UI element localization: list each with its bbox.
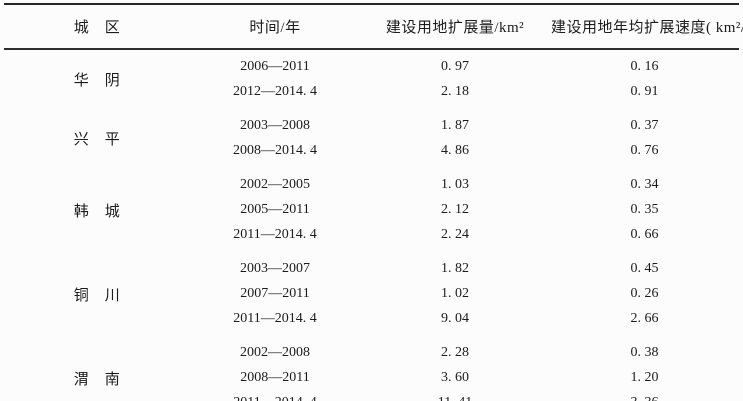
- amount-cell: 9. 04: [441, 311, 469, 326]
- amount-cell: 3. 60: [441, 370, 469, 385]
- period-cell: 2005—2011: [240, 202, 310, 217]
- period-cell: 2006—2011: [240, 59, 310, 74]
- amount-cell: 2. 18: [441, 84, 469, 99]
- header-row: 城 区 时间/年 建设用地扩展量/km² 建设用地年均扩展速度( km²/年): [4, 4, 743, 50]
- data-row: 2012—2014. 4 2. 18 0. 91: [4, 79, 739, 109]
- period-cell: 2008—2014. 4: [233, 143, 317, 158]
- rate-cell: 0. 66: [630, 227, 659, 242]
- amount-cell: 4. 86: [441, 143, 469, 158]
- data-row: 华 阴 2006—2011 0. 97 0. 16: [4, 49, 739, 89]
- data-row: 2011—2014. 411. 413. 36: [4, 390, 739, 401]
- city-cell: 铜 川: [73, 287, 121, 304]
- data-row: 2008—2011 3. 60 1. 20: [4, 365, 739, 390]
- land-expansion-table: 城 区 时间/年 建设用地扩展量/km² 建设用地年均扩展速度( km²/年) …: [4, 3, 743, 401]
- rate-cell: 0. 35: [630, 202, 659, 217]
- data-row: 2011—2014. 4 9. 04 2. 66: [4, 306, 739, 336]
- amount-cell: 2. 24: [441, 227, 469, 242]
- period-cell: 2002—2005: [240, 177, 310, 192]
- rate-cell: 2. 66: [630, 311, 659, 326]
- col-header-expansion-rate: 建设用地年均扩展速度( km²/年): [550, 4, 743, 50]
- period-cell: 2003—2007: [240, 261, 310, 276]
- data-row: 2008—2014. 4 4. 86 0. 76: [4, 138, 739, 168]
- amount-cell: 2. 12: [441, 202, 469, 217]
- col-header-period: 时间/年: [190, 4, 360, 50]
- amount-cell: 1. 03: [441, 177, 469, 192]
- amount-cell: 11. 41: [360, 390, 550, 401]
- rate-cell: 0. 91: [630, 84, 659, 99]
- rate-cell: 0. 26: [630, 286, 659, 301]
- rate-cell: 0. 38: [630, 345, 659, 360]
- period-cell: 2008—2011: [240, 370, 310, 385]
- data-row: 铜 川 2003—2007 1. 82 0. 45: [4, 252, 739, 304]
- data-row: 2007—2011 1. 02 0. 26: [4, 281, 739, 306]
- amount-cell: 0. 97: [441, 59, 469, 74]
- rate-cell: 0. 37: [630, 118, 659, 133]
- period-cell: 2011—2014. 4: [233, 227, 317, 242]
- period-cell: 2012—2014. 4: [233, 84, 317, 99]
- period-cell: 2003—2008: [240, 118, 310, 133]
- data-row: 2005—2011 2. 12 0. 35: [4, 197, 739, 222]
- rate-cell: 0. 34: [630, 177, 659, 192]
- data-row: 兴 平 2003—2008 1. 87 0. 37: [4, 109, 739, 148]
- amount-cell: 2. 28: [441, 345, 469, 360]
- rate-cell: 0. 45: [630, 261, 659, 276]
- period-cell: 2002—2008: [240, 345, 310, 360]
- data-row: 2011—2014. 4 2. 24 0. 66: [4, 222, 739, 252]
- period-cell: 2011—2014. 4: [233, 311, 317, 326]
- data-row: 渭 南 2002—2008 2. 28 0. 38: [4, 336, 739, 388]
- amount-cell: 1. 87: [441, 118, 469, 133]
- rate-cell: 0. 16: [630, 59, 659, 74]
- col-header-expansion-amount: 建设用地扩展量/km²: [360, 4, 550, 50]
- table-body: 华 阴 2006—2011 0. 97 0. 16 2012—2014. 4 2. 18 0…: [4, 49, 739, 401]
- city-cell: 华 阴: [73, 73, 121, 89]
- amount-cell: 1. 02: [441, 286, 469, 301]
- rate-cell: 3. 36: [550, 390, 739, 401]
- table-header: 城 区 时间/年 建设用地扩展量/km² 建设用地年均扩展速度( km²/年): [4, 4, 743, 50]
- data-row: 韩 城 2002—2005 1. 03 0. 34: [4, 168, 739, 220]
- city-cell: 韩 城: [73, 203, 121, 220]
- amount-cell: 1. 82: [441, 261, 469, 276]
- period-cell: 2011—2014. 4: [190, 390, 360, 401]
- col-header-city: 城 区: [4, 4, 190, 50]
- period-cell: 2007—2011: [240, 286, 310, 301]
- city-cell: 渭 南: [73, 371, 121, 388]
- rate-cell: 1. 20: [630, 370, 659, 385]
- city-cell: 兴 平: [73, 132, 121, 148]
- rate-cell: 0. 76: [630, 143, 659, 158]
